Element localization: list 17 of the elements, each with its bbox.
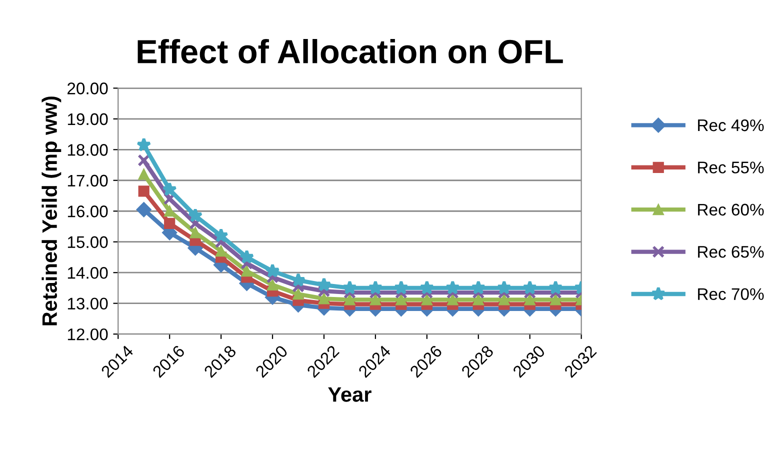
legend-label: Rec 65% <box>698 246 764 258</box>
y-axis-title: Retained Yeild (mp ww) <box>42 96 62 326</box>
y-tick-label: 19.00 <box>68 113 108 126</box>
legend-label: Rec 70% <box>698 288 764 300</box>
legend-label: Rec 49% <box>698 119 764 132</box>
y-tick-label: 20.00 <box>68 82 108 94</box>
y-tick-label: 15.00 <box>68 236 108 248</box>
y-tick-label: 12.00 <box>68 328 108 340</box>
chart-title: Effect of Allocation on OFL <box>138 39 563 64</box>
legend-label: Rec 55% <box>698 162 764 174</box>
y-tick-label: 13.00 <box>68 298 108 310</box>
y-tick-label: 14.00 <box>68 267 108 279</box>
x-axis-title: Year <box>328 387 372 402</box>
y-tick-label: 17.00 <box>68 174 108 187</box>
y-tick-label: 18.00 <box>68 144 108 156</box>
y-tick-label: 16.00 <box>68 206 108 218</box>
legend-label: Rec 60% <box>698 204 764 216</box>
